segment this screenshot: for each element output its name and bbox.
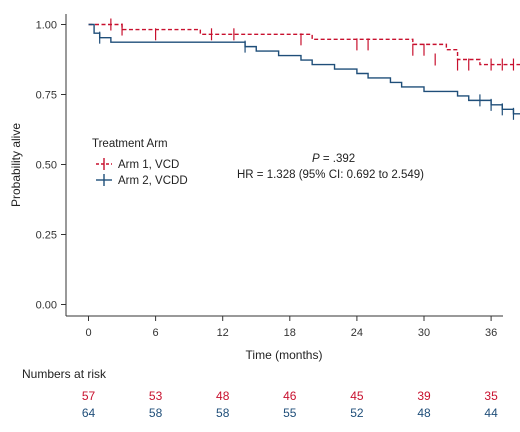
series-line-1: [88, 23, 520, 66]
y-tick-label: 1.00: [36, 20, 57, 32]
risk-count: 55: [283, 406, 297, 420]
x-tick-label: 36: [485, 327, 497, 339]
p-value: = .392: [320, 153, 356, 165]
y-tick-label: 0.25: [36, 230, 57, 242]
legend-item-arm1: Arm 1, VCD: [96, 158, 179, 171]
p-label: P: [312, 153, 320, 165]
risk-row-arm2: 6458585552484429201230: [82, 406, 498, 420]
risk-count: 53: [149, 389, 163, 403]
series-layer: [88, 18, 520, 120]
y-axis-label: Probability alive: [9, 123, 23, 207]
risk-count: 48: [216, 389, 230, 403]
series-line-2: [88, 23, 520, 115]
legend-label-arm2: Arm 2, VCDD: [118, 175, 188, 187]
legend-item-arm2: Arm 2, VCDD: [96, 174, 188, 187]
series-2: [88, 23, 520, 120]
risk-count: 64: [82, 406, 96, 420]
x-axis-label: Time (months): [246, 348, 323, 362]
x-tick-label: 24: [351, 327, 363, 339]
x-tick-label: 6: [153, 327, 159, 339]
risk-count: 57: [82, 389, 96, 403]
risk-count: 46: [283, 389, 297, 403]
risk-count: 58: [149, 406, 163, 420]
hr-annotation: HR = 1.328 (95% CI: 0.692 to 2.549): [237, 169, 424, 181]
y-tick-label: 0.00: [36, 300, 57, 312]
risk-count: 44: [484, 406, 498, 420]
x-axis-ticks: 0612182430364248546066: [85, 316, 497, 339]
legend: Treatment Arm Arm 1, VCD Arm 2, VCDD: [92, 138, 188, 187]
x-tick-label: 18: [284, 327, 296, 339]
risk-count: 39: [417, 389, 431, 403]
legend-label-arm1: Arm 1, VCD: [118, 159, 179, 171]
series-1: [88, 18, 520, 71]
risk-count: 52: [350, 406, 364, 420]
y-tick-label: 0.75: [36, 90, 57, 102]
risk-count: 35: [484, 389, 498, 403]
y-tick-label: 0.50: [36, 160, 57, 172]
risk-count: 45: [350, 389, 364, 403]
p-value-annotation: P = .392: [312, 153, 355, 165]
risk-row-arm1: 575348464539352613830: [82, 389, 498, 403]
risk-count: 48: [417, 406, 431, 420]
numbers-at-risk-title: Numbers at risk: [22, 367, 107, 381]
x-tick-label: 0: [85, 327, 91, 339]
x-tick-label: 12: [217, 327, 229, 339]
legend-title: Treatment Arm: [92, 138, 168, 150]
x-tick-label: 30: [418, 327, 430, 339]
risk-count: 58: [216, 406, 230, 420]
y-axis-ticks: 0.00 0.25 0.50 0.75 1.00: [36, 20, 66, 312]
